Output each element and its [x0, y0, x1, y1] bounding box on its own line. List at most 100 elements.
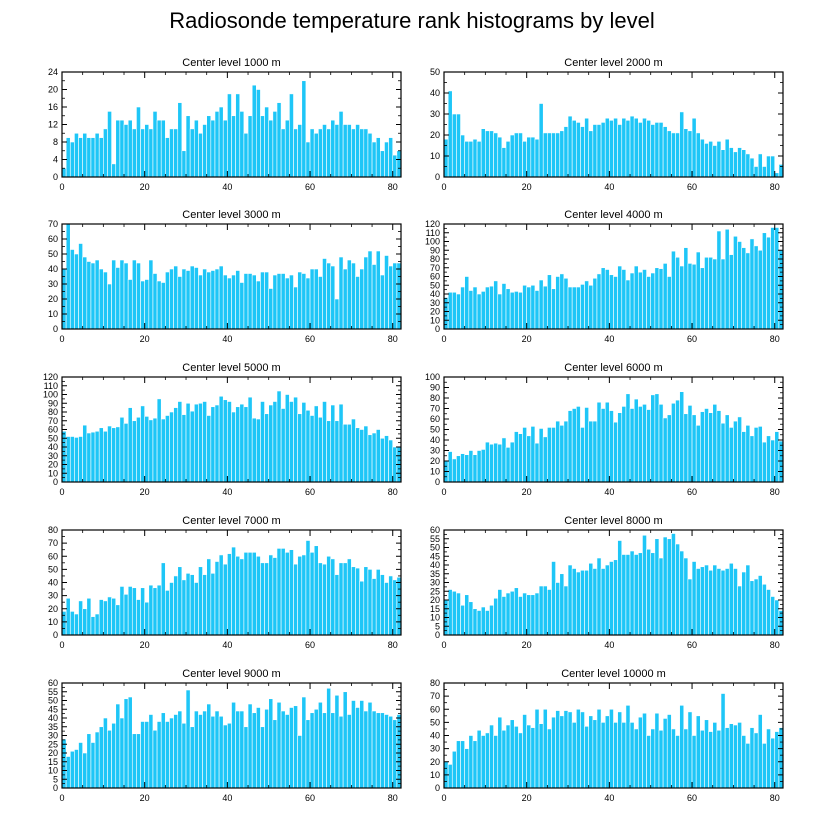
bar [753, 578, 759, 636]
bar [239, 403, 245, 483]
bar [451, 291, 457, 330]
y-tick-label: 60 [430, 525, 440, 535]
bar [69, 611, 75, 636]
bar [700, 566, 705, 636]
bar [160, 282, 166, 330]
bar [513, 587, 519, 636]
bar [563, 277, 569, 330]
bar [78, 742, 83, 789]
bar [604, 401, 610, 483]
panel-title: Center level 2000 m [564, 57, 662, 69]
bar [98, 268, 104, 330]
bar [156, 721, 162, 789]
bar [712, 403, 718, 483]
bar [256, 707, 261, 789]
bar [367, 132, 373, 178]
bar [367, 701, 373, 789]
bar [388, 137, 394, 178]
bar [683, 728, 689, 789]
bar [757, 714, 763, 789]
y-tick-label: 90 [430, 245, 440, 255]
y-tick-label: 5 [53, 774, 58, 784]
bar [123, 124, 129, 178]
bar [185, 689, 191, 789]
bar [770, 227, 776, 330]
bar [567, 410, 573, 483]
bar [526, 136, 532, 178]
bar [530, 426, 536, 483]
y-tick-label: 10 [430, 151, 440, 161]
bar [762, 441, 767, 483]
y-tick-label: 10 [48, 766, 58, 776]
y-tick-label: 30 [430, 744, 440, 754]
bar [518, 433, 523, 483]
bar [297, 124, 303, 178]
y-tick-label: 0 [53, 477, 58, 487]
bar [691, 414, 697, 483]
bar [136, 106, 141, 178]
bar [633, 554, 639, 636]
bar [289, 549, 294, 636]
bar [111, 722, 117, 789]
y-tick-label: 120 [43, 372, 58, 382]
bar [103, 430, 108, 483]
bar [235, 710, 241, 789]
bar [559, 424, 565, 483]
bar [264, 106, 270, 178]
y-tick-label: 100 [425, 372, 440, 382]
bar [198, 402, 203, 483]
bar [82, 608, 88, 636]
bar [547, 728, 552, 789]
y-tick-label: 80 [48, 525, 58, 535]
y-tick-label: 70 [430, 404, 440, 414]
bar [621, 722, 627, 789]
bar [720, 422, 726, 483]
y-tick-label: 35 [430, 569, 440, 579]
y-tick-label: 16 [48, 102, 58, 112]
bar [140, 128, 145, 178]
bar [447, 451, 453, 483]
panel-7: Center level 8000 m051015202530354045505… [430, 515, 784, 650]
bar [74, 132, 79, 178]
bar [720, 569, 726, 636]
bar [260, 726, 265, 789]
bar [293, 563, 298, 636]
bar [235, 93, 241, 178]
bar [74, 613, 79, 636]
bar [359, 268, 365, 330]
bar [596, 124, 602, 178]
bar [666, 276, 672, 330]
bar [181, 414, 187, 483]
panel-4: Center level 5000 m010203040506070809010… [43, 362, 402, 497]
panel-title: Center level 8000 m [564, 515, 662, 527]
bar [700, 729, 705, 789]
y-tick-label: 20 [430, 757, 440, 767]
bar [330, 265, 336, 330]
bar [472, 740, 478, 789]
bar [447, 764, 453, 789]
panel-1: Center level 2000 m 0 10 20 30 40 50 0 20 40 60 80 [430, 57, 784, 192]
bar [251, 552, 257, 636]
y-tick-label: 70 [48, 219, 58, 229]
x-tick-label: 60 [305, 182, 315, 192]
bar [464, 748, 470, 789]
bar [464, 276, 470, 330]
bar [305, 540, 311, 636]
bar [384, 582, 389, 636]
bar [588, 562, 594, 636]
bar [542, 436, 548, 483]
y-tick-label: 80 [430, 254, 440, 264]
bar [256, 555, 261, 636]
bar [231, 411, 236, 483]
bar [284, 552, 290, 636]
bar [584, 117, 589, 178]
bar [501, 147, 507, 178]
x-tick-label: 20 [140, 640, 150, 650]
bar [571, 408, 577, 483]
bar [371, 264, 377, 330]
y-tick-label: 10 [430, 770, 440, 780]
bar [559, 715, 565, 789]
bar [505, 447, 511, 483]
figure-title: Radiosonde temperature rank histograms b… [169, 8, 655, 33]
bar [243, 273, 249, 330]
